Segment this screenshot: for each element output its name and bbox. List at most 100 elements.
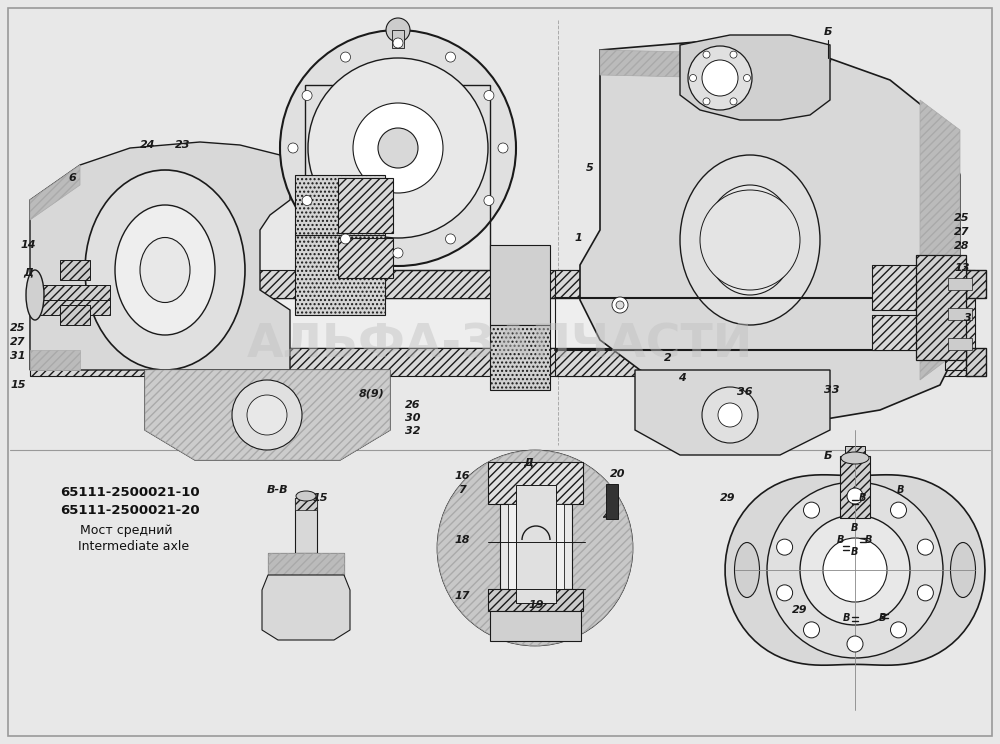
Circle shape <box>302 196 312 205</box>
Circle shape <box>378 128 418 168</box>
Bar <box>516 485 556 603</box>
Ellipse shape <box>438 451 633 646</box>
Circle shape <box>847 636 863 652</box>
Bar <box>295 498 317 553</box>
Text: 28: 28 <box>954 241 970 251</box>
Bar <box>948 338 972 350</box>
Circle shape <box>744 74 750 82</box>
Bar <box>338 178 393 233</box>
Bar <box>295 175 385 235</box>
Bar <box>872 265 942 310</box>
Circle shape <box>353 103 443 193</box>
Circle shape <box>446 234 456 244</box>
Circle shape <box>703 98 710 105</box>
Circle shape <box>700 190 800 290</box>
Circle shape <box>777 539 793 555</box>
Bar <box>555 270 970 298</box>
Text: 18: 18 <box>454 535 470 545</box>
Circle shape <box>498 143 508 153</box>
Circle shape <box>308 58 488 238</box>
Circle shape <box>730 51 737 58</box>
Bar <box>30 285 110 300</box>
Text: 30: 30 <box>405 413 421 423</box>
Polygon shape <box>600 50 820 80</box>
Polygon shape <box>30 142 290 370</box>
Bar <box>948 278 972 290</box>
Bar <box>966 270 986 298</box>
Circle shape <box>703 51 710 58</box>
Text: Intermediate axle: Intermediate axle <box>78 540 189 553</box>
Text: 65111-2500021-10: 65111-2500021-10 <box>60 486 200 499</box>
Ellipse shape <box>680 155 820 325</box>
Circle shape <box>917 539 933 555</box>
Text: 25: 25 <box>10 323 26 333</box>
Ellipse shape <box>734 542 760 597</box>
Circle shape <box>446 52 456 62</box>
Ellipse shape <box>115 205 215 335</box>
Circle shape <box>484 196 494 205</box>
Bar <box>488 462 583 504</box>
Text: 19: 19 <box>528 600 544 610</box>
Circle shape <box>917 585 933 601</box>
Text: АЛЬФА-ЗАПЧАСТИ: АЛЬФА-ЗАПЧАСТИ <box>247 322 753 368</box>
Text: 15: 15 <box>312 493 328 503</box>
Text: 23: 23 <box>175 140 191 150</box>
Text: 26: 26 <box>405 400 421 410</box>
Ellipse shape <box>296 491 316 501</box>
Text: Б: Б <box>824 27 832 37</box>
Text: 65111-2500021-20: 65111-2500021-20 <box>60 504 200 517</box>
Text: 16: 16 <box>454 471 470 481</box>
Text: 27: 27 <box>954 227 970 237</box>
Text: 29: 29 <box>792 605 808 615</box>
Polygon shape <box>30 165 80 220</box>
Ellipse shape <box>85 170 245 370</box>
Polygon shape <box>635 370 830 455</box>
Text: 32: 32 <box>405 426 421 436</box>
Circle shape <box>688 46 752 110</box>
Circle shape <box>702 60 738 96</box>
Circle shape <box>767 482 943 658</box>
Circle shape <box>232 380 302 450</box>
Bar <box>490 245 550 325</box>
Bar <box>948 308 972 320</box>
Bar <box>872 315 942 350</box>
Bar <box>966 348 986 376</box>
Bar <box>295 235 385 315</box>
Bar <box>392 30 404 48</box>
Bar <box>30 348 600 376</box>
Circle shape <box>386 18 410 42</box>
Circle shape <box>730 98 737 105</box>
Circle shape <box>280 30 516 266</box>
Text: 24: 24 <box>140 140 156 150</box>
Bar <box>30 300 110 315</box>
Polygon shape <box>145 370 390 460</box>
Text: Д: Д <box>23 267 33 277</box>
Text: В: В <box>850 547 858 557</box>
Circle shape <box>690 74 696 82</box>
Bar <box>606 484 618 519</box>
Ellipse shape <box>705 185 795 295</box>
Text: 36: 36 <box>737 387 753 397</box>
Circle shape <box>484 91 494 100</box>
Text: 33: 33 <box>824 385 840 395</box>
Polygon shape <box>30 350 80 370</box>
Text: 31: 31 <box>10 351 26 361</box>
Circle shape <box>393 38 403 48</box>
Bar <box>490 325 550 390</box>
Text: В: В <box>836 535 844 545</box>
Text: В: В <box>878 613 886 623</box>
Polygon shape <box>262 575 350 640</box>
Text: В: В <box>864 535 872 545</box>
Bar <box>500 504 572 589</box>
Bar <box>488 589 583 611</box>
Ellipse shape <box>950 542 976 597</box>
Circle shape <box>847 488 863 504</box>
Text: Мост средний: Мост средний <box>80 524 173 537</box>
Circle shape <box>804 622 820 638</box>
Circle shape <box>890 622 906 638</box>
Text: 15: 15 <box>10 380 26 390</box>
Text: 7: 7 <box>458 485 466 495</box>
Ellipse shape <box>140 237 190 303</box>
Text: В-В: В-В <box>267 485 289 495</box>
Bar <box>295 498 317 510</box>
